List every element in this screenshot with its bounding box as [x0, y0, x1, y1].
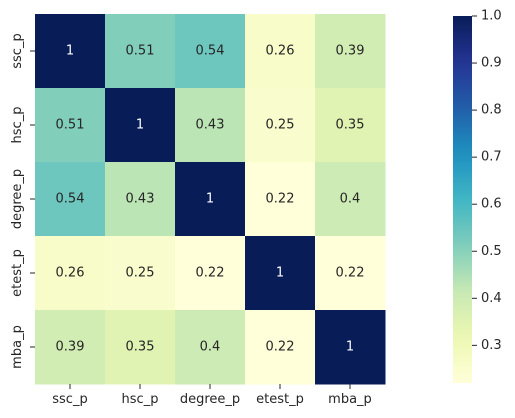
colorbar-tick-label: 0.3 — [481, 338, 502, 353]
x-tick-label: degree_p — [180, 392, 240, 407]
heatmap-cell — [175, 162, 246, 237]
heatmap-cell — [245, 162, 316, 237]
heatmap-cell — [315, 310, 386, 385]
heatmap-cell — [105, 88, 176, 163]
heatmap-cell — [105, 162, 176, 237]
heatmap-cell — [105, 236, 176, 311]
cell-value-label: 1 — [206, 192, 214, 207]
colorbar-tick-label: 1.0 — [481, 9, 502, 24]
colorbar-tick-label: 0.7 — [481, 150, 502, 165]
y-tick-label: etest_p — [10, 249, 25, 297]
heatmap-cell — [175, 310, 246, 385]
y-axis: ssc_p hsc_p degree_p etest_p mba_p — [10, 33, 35, 369]
cell-value-label: 0.26 — [56, 266, 85, 281]
cell-value-label: 0.22 — [266, 340, 295, 355]
colorbar-tick-label: 0.8 — [481, 103, 502, 118]
cell-value-label: 0.43 — [196, 118, 225, 133]
cell-value-label: 0.4 — [200, 340, 221, 355]
x-tick-label: hsc_p — [122, 392, 159, 407]
heatmap-cell — [245, 236, 316, 311]
heatmap-cell — [175, 88, 246, 163]
cell-value-label: 0.39 — [56, 340, 85, 355]
cell-value-label: 0.43 — [126, 192, 155, 207]
heatmap-cell — [245, 88, 316, 163]
heatmap-cell — [35, 162, 106, 237]
cell-value-label: 0.51 — [56, 118, 85, 133]
cell-value-label: 0.35 — [336, 118, 365, 133]
cell-value-label: 0.22 — [196, 266, 225, 281]
colorbar: 0.3 0.4 0.5 0.6 0.7 0.8 0.9 1.0 — [453, 9, 502, 383]
heatmap-cells — [35, 14, 386, 385]
colorbar-tick-label: 0.5 — [481, 244, 502, 259]
cell-annotations: 1 0.51 0.54 0.26 0.39 0.51 1 0.43 0.25 0.35 0.54 0.… — [56, 44, 365, 355]
cell-value-label: 0.39 — [336, 44, 365, 59]
cell-value-label: 1 — [66, 44, 74, 59]
cell-value-label: 0.54 — [196, 44, 225, 59]
cell-value-label: 0.4 — [340, 192, 361, 207]
heatmap-cell — [175, 14, 246, 89]
y-tick-label: degree_p — [10, 169, 25, 229]
cell-value-label: 0.26 — [266, 44, 295, 59]
y-tick-label: ssc_p — [10, 33, 25, 68]
cell-value-label: 0.25 — [126, 266, 155, 281]
cell-value-label: 1 — [276, 266, 284, 281]
heatmap-cell — [315, 14, 386, 89]
cell-value-label: 1 — [346, 340, 354, 355]
y-tick-label: mba_p — [10, 325, 25, 369]
x-tick-label: mba_p — [328, 392, 372, 407]
x-axis: ssc_p hsc_p degree_p etest_p mba_p — [52, 384, 372, 407]
colorbar-gradient — [453, 16, 472, 383]
cell-value-label: 0.51 — [126, 44, 155, 59]
heatmap-cell — [35, 310, 106, 385]
heatmap-cell — [175, 236, 246, 311]
heatmap-cell — [315, 162, 386, 237]
cell-value-label: 0.22 — [266, 192, 295, 207]
heatmap-cell — [105, 14, 176, 89]
heatmap-cell — [315, 236, 386, 311]
x-tick-label: ssc_p — [52, 392, 87, 407]
heatmap-cell — [105, 310, 176, 385]
heatmap-cell — [35, 14, 106, 89]
heatmap-cell — [35, 88, 106, 163]
colorbar-tick-label: 0.6 — [481, 197, 502, 212]
heatmap-cell — [245, 14, 316, 89]
cell-value-label: 0.25 — [266, 118, 295, 133]
heatmap-cell — [315, 88, 386, 163]
y-tick-label: hsc_p — [10, 107, 25, 144]
heatmap-cell — [35, 236, 106, 311]
colorbar-tick-label: 0.4 — [481, 291, 502, 306]
cell-value-label: 0.35 — [126, 340, 155, 355]
cell-value-label: 0.22 — [336, 266, 365, 281]
heatmap-cell — [245, 310, 316, 385]
x-tick-label: etest_p — [256, 392, 304, 407]
cell-value-label: 0.54 — [56, 192, 85, 207]
cell-value-label: 1 — [136, 118, 144, 133]
colorbar-tick-label: 0.9 — [481, 56, 502, 71]
